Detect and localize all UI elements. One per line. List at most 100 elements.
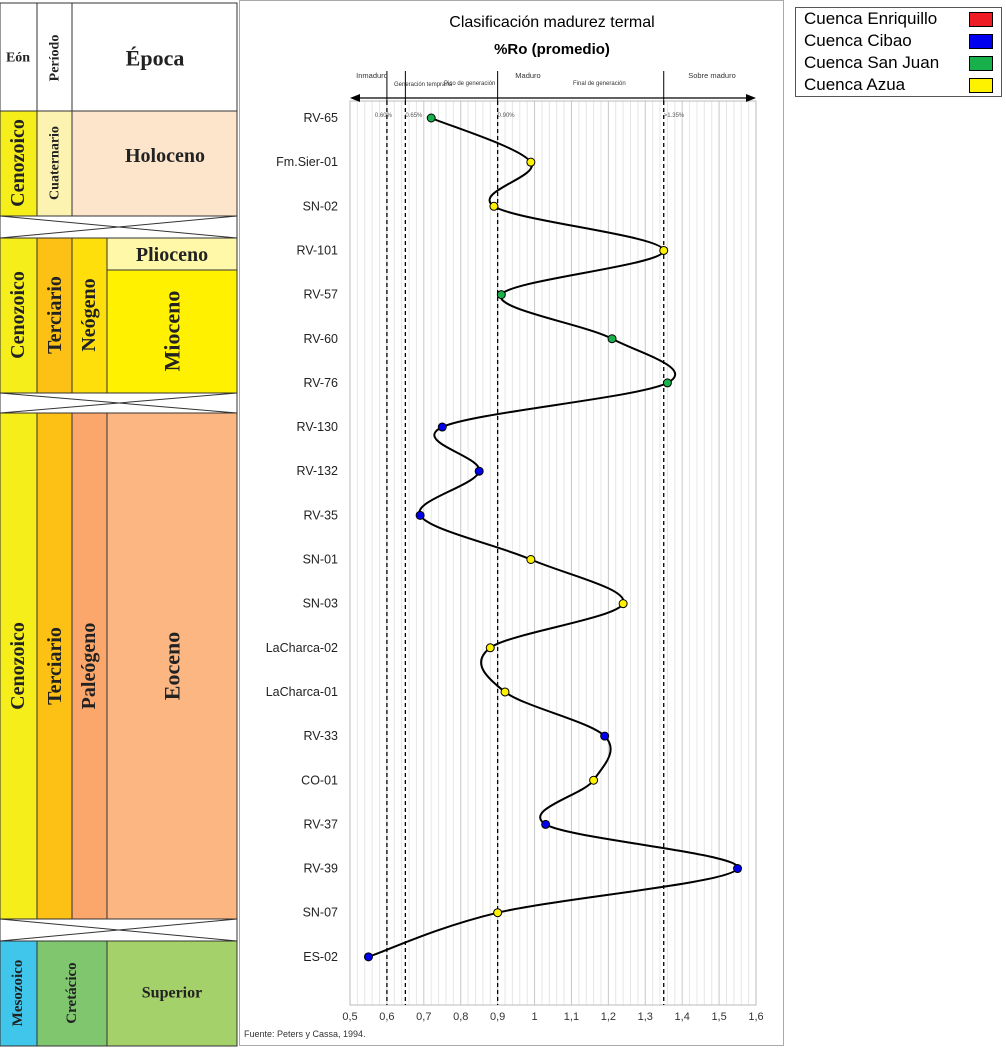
eon-cell	[0, 412, 38, 920]
epoch-cell	[106, 940, 238, 1047]
epoch-label: Mioceno	[160, 291, 185, 372]
legend-item: Cuenca Cibao	[796, 30, 1001, 52]
header-period-cell	[36, 2, 73, 112]
data-point	[426, 113, 436, 123]
legend-item: Cuenca Enriquillo	[796, 8, 1001, 30]
data-point	[733, 864, 743, 874]
period-label: Cuaternario	[48, 126, 63, 200]
sample-label: RV-60	[303, 332, 338, 346]
period-cell	[36, 237, 73, 394]
data-point	[493, 908, 503, 918]
period-label: Cretácico	[64, 962, 80, 1023]
zone-arrow-left	[350, 94, 360, 102]
sample-label: SN-07	[303, 906, 338, 920]
x-tick-label: 1,3	[638, 1011, 653, 1023]
x-tick-label: 1	[531, 1011, 537, 1023]
eon-label: Cenozoico	[7, 119, 29, 207]
data-point	[589, 775, 599, 785]
epoch-label: Eoceno	[160, 632, 185, 700]
threshold-label: 0.60%	[375, 113, 393, 119]
eon-label: Cenozoico	[7, 622, 29, 710]
data-point	[485, 643, 495, 653]
period-label: Terciario	[44, 627, 66, 705]
zone-label: Pico de generación	[444, 81, 495, 87]
data-point	[437, 422, 447, 432]
epoch-cell	[106, 412, 238, 920]
sample-label: RV-39	[303, 862, 338, 876]
subperiod-cell	[71, 412, 108, 920]
sample-label: RV-65	[303, 111, 338, 125]
plot-frame	[349, 100, 757, 1006]
sample-label: RV-130	[297, 420, 339, 434]
maturity-chart: Clasificación madurez termal %Ro (promedi…	[239, 0, 784, 1046]
eon-label: Mesozoico	[10, 960, 26, 1027]
epoch-label: Holoceno	[125, 145, 205, 167]
epoch-label: Plioceno	[136, 244, 208, 266]
maturity-curve	[368, 117, 739, 958]
threshold-label: 0.90%	[498, 113, 516, 119]
x-tick-label: 0,7	[416, 1011, 431, 1023]
x-tick-label: 1,4	[675, 1011, 690, 1023]
threshold-label: >1.35%	[664, 113, 685, 119]
period-label: Terciario	[44, 276, 66, 354]
x-tick-label: 0,8	[453, 1011, 468, 1023]
data-point	[541, 819, 551, 829]
data-point	[363, 952, 373, 962]
subperiod-label: Neógeno	[78, 278, 100, 351]
sample-label: RV-101	[297, 243, 339, 257]
stratigraphic-column: Eón Período Época Cenozoico Cuaternario Holoc…	[0, 0, 240, 1051]
sample-label: RV-76	[303, 376, 338, 390]
zone-label: Inmaduro	[356, 71, 388, 80]
hiatus-line	[0, 918, 238, 942]
legend-swatch	[969, 55, 993, 71]
header-period: Período	[48, 35, 63, 82]
legend-swatch	[969, 77, 993, 93]
data-point	[659, 245, 669, 255]
sample-label: RV-57	[303, 288, 338, 302]
x-tick-label: 1,1	[564, 1011, 579, 1023]
sample-label: SN-03	[303, 597, 338, 611]
data-point	[526, 157, 536, 167]
data-point	[474, 466, 484, 476]
x-tick-label: 0,5	[342, 1011, 357, 1023]
x-tick-label: 1,5	[711, 1011, 726, 1023]
sample-label: SN-02	[303, 199, 338, 213]
header-eon: Eón	[6, 51, 30, 66]
chart-title: Clasificación madurez termal	[449, 14, 654, 31]
source-note: Fuente: Peters y Cassa, 1994.	[244, 1029, 366, 1039]
sample-label: CO-01	[301, 773, 338, 787]
sample-label: RV-35	[303, 508, 338, 522]
zone-label: Final de generación	[573, 81, 626, 87]
hiatus-line	[0, 392, 238, 414]
data-point	[489, 201, 499, 211]
x-tick-label: 1,6	[748, 1011, 763, 1023]
threshold-label: 0.65%	[405, 113, 423, 119]
hiatus-line	[0, 215, 238, 239]
data-point	[662, 378, 672, 388]
sample-label: ES-02	[303, 950, 338, 964]
x-tick-label: 1,2	[601, 1011, 616, 1023]
header-epoch: Época	[126, 46, 185, 71]
data-point	[415, 510, 425, 520]
sample-label: RV-33	[303, 729, 338, 743]
sample-label: SN-01	[303, 553, 338, 567]
sample-label: LaCharca-01	[266, 685, 338, 699]
subperiod-cell	[71, 237, 108, 394]
legend-swatch	[969, 11, 993, 27]
eon-cell	[0, 940, 38, 1047]
eon-label: Cenozoico	[7, 271, 29, 359]
legend-item: Cuenca Azua	[796, 74, 1001, 96]
period-cell	[36, 940, 108, 1047]
data-point	[500, 687, 510, 697]
sample-label: Fm.Sier-01	[276, 155, 338, 169]
epoch-cell	[71, 110, 238, 217]
data-point	[600, 731, 610, 741]
legend: Cuenca Enriquillo Cuenca Cibao Cuenca Sa…	[795, 7, 1002, 97]
legend-swatch	[969, 33, 993, 49]
epoch-label: Superior	[142, 985, 202, 1002]
data-point	[607, 334, 617, 344]
data-point	[496, 290, 506, 300]
subperiod-label: Paleógeno	[78, 623, 100, 710]
zone-label: Generación temprana	[394, 82, 453, 88]
data-point	[526, 555, 536, 564]
